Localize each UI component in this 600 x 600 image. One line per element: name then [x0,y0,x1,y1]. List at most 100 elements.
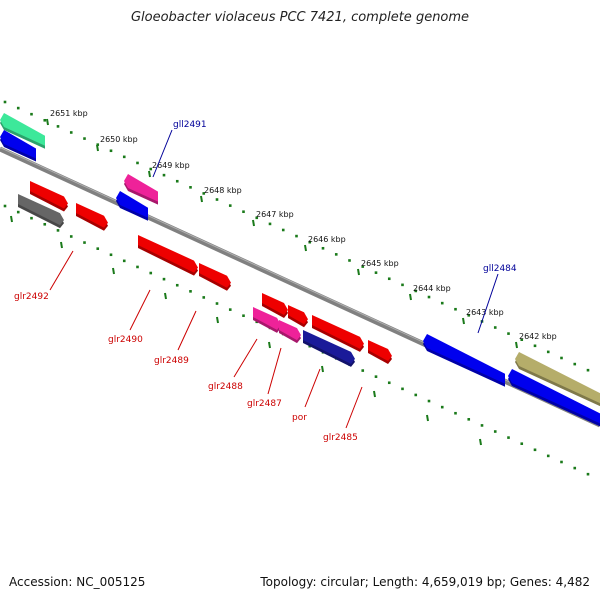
gene-body [0,113,45,146]
scale-dot [69,235,73,238]
scale-dot [136,265,139,269]
scale-dot [3,204,7,208]
scale-dot [586,368,590,372]
gene-reverse-3 [124,174,158,205]
scale-dot [467,418,471,421]
scale-dot [83,137,86,140]
scale-dot [202,296,206,299]
scale-dot [175,283,179,287]
accession-text: Accession: NC_005125 [9,575,146,589]
major-tick [409,293,412,301]
gll2484-label: gll2484 [483,264,517,274]
kbp-label: 2650 kbp [100,135,138,144]
scale-dot [560,460,563,464]
gene-forward-10 [303,330,355,367]
gene-gll2491 [116,191,148,221]
major-tick [200,195,203,203]
gene-body [279,320,301,341]
scale-dot [507,436,510,439]
scale-dot [427,295,431,299]
scale-dot [189,186,192,189]
gene-glr2487 [279,320,301,344]
scale-dot [43,222,47,226]
gene-reverse-2 [0,130,36,162]
major-tick [515,341,518,349]
gene-body [18,194,64,226]
gene-body [116,191,148,218]
gene-glr2489 [199,263,231,291]
gene-body [138,235,198,273]
kbp-label: 2648 kbp [204,186,242,195]
gene-reverse-1 [0,113,45,149]
gene-glr2485 [368,340,392,365]
scale-dot [149,271,153,275]
gene-layer [0,113,600,427]
gll2484-leader [477,273,499,334]
kbp-label: 2642 kbp [519,332,557,341]
scale-dot [546,454,550,458]
glr2485-leader [345,386,363,429]
gene-body [288,305,308,325]
scale-dot [454,411,457,415]
scale-dot [149,167,153,171]
glr2492-label: glr2492 [14,292,49,302]
scale-dot [586,472,590,476]
scale-dot [3,100,7,104]
scale-dot [122,155,126,159]
scale-dot [43,118,47,122]
scale-dot [56,229,60,232]
gene-body [253,307,281,330]
scale-dot [454,307,457,311]
major-tick [373,390,376,398]
scale-dot [573,362,577,366]
scale-dot [255,216,259,220]
scale-dot [96,143,100,146]
gene-body [0,130,36,159]
glr2490-label: glr2490 [108,335,143,345]
scale-dot [228,308,232,311]
major-tick [164,292,167,300]
scale-dot [242,314,245,318]
scale-dot [440,405,444,409]
gene-gll2484 [423,334,505,387]
scale-dot [361,265,365,268]
scale-dot [109,149,113,153]
scale-dot [520,338,524,342]
major-tick [112,267,115,275]
scale-dot [215,198,219,201]
scale-dot [242,210,245,214]
scale-dot [30,216,33,220]
gene-glr2492 [76,203,108,231]
kbp-label: 2645 kbp [361,259,399,268]
gene-forward-2 [18,194,64,229]
gll2491-leader [152,129,173,178]
scale-dot [83,241,86,244]
scale-dot [401,283,404,287]
genome-stats-text: Topology: circular; Length: 4,659,019 bp… [260,575,590,589]
scale-dot [414,289,418,293]
scale-dot [467,314,471,317]
gll2491-label: gll2491 [173,120,207,130]
scale-dot [281,228,285,232]
glr2487-leader [267,347,282,395]
scale-dot [16,106,20,110]
scale-dot [202,192,206,195]
major-tick [426,414,429,422]
gene-por [288,305,308,328]
gene-forward-6 [262,293,288,318]
scale-dot [162,173,166,177]
major-tick [268,341,271,349]
kbp-label: 2647 kbp [256,210,294,219]
scale-dot [321,246,325,250]
gene-forward-1 [30,181,68,212]
glr2490-leader [129,289,151,331]
gene-body [199,263,231,288]
gene-body [30,181,68,209]
scale-dot [189,290,192,293]
scale-dot [374,271,378,274]
gene-glr2490 [138,235,198,276]
gene-forward-9b [312,315,364,352]
scale-dot [308,240,312,244]
gene-body [423,334,505,384]
